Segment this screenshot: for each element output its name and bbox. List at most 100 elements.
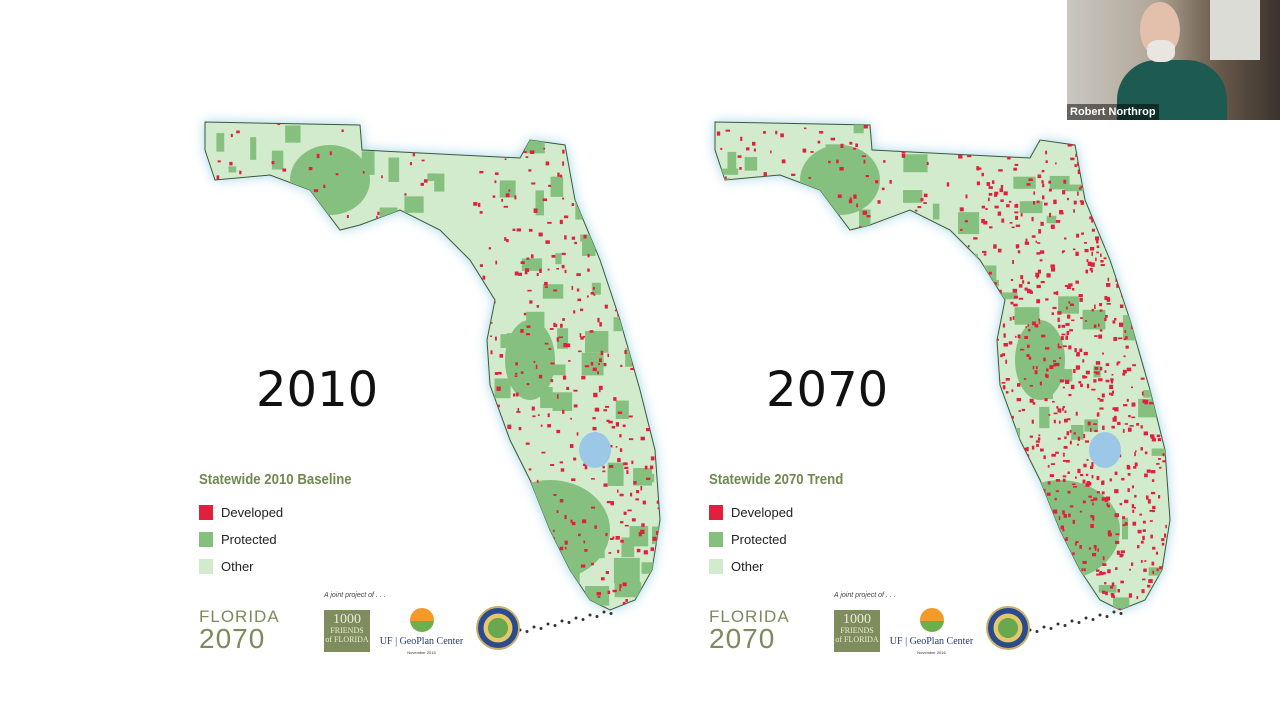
- developed-area: [1089, 246, 1095, 251]
- developed-area: [834, 262, 837, 267]
- developed-area: [1039, 129, 1041, 132]
- developed-area: [1009, 316, 1012, 321]
- developed-area: [515, 461, 520, 464]
- developed-area: [770, 150, 772, 154]
- developed-area: [1117, 589, 1121, 593]
- developed-area: [1169, 595, 1170, 599]
- developed-area: [501, 198, 504, 202]
- developed-area: [526, 383, 530, 386]
- developed-area: [1110, 392, 1114, 396]
- developed-area: [802, 497, 806, 502]
- developed-area: [705, 328, 707, 332]
- protected-area: [447, 340, 471, 358]
- developed-area: [1027, 281, 1030, 285]
- developed-area: [396, 445, 401, 448]
- developed-area: [1077, 468, 1081, 474]
- developed-area: [1165, 408, 1167, 411]
- developed-area: [990, 377, 995, 383]
- developed-area: [1024, 559, 1028, 564]
- developed-area: [429, 332, 433, 337]
- developed-area: [1046, 368, 1049, 372]
- developed-area: [487, 496, 490, 499]
- developed-area: [753, 371, 756, 375]
- developed-area: [764, 450, 768, 454]
- developed-area: [475, 571, 479, 575]
- developed-area: [1144, 229, 1147, 233]
- developed-area: [622, 424, 626, 428]
- protected-area: [211, 428, 223, 447]
- developed-area: [1159, 193, 1163, 197]
- developed-area: [547, 413, 550, 418]
- developed-area: [918, 264, 923, 267]
- developed-area: [483, 298, 485, 301]
- developed-area: [711, 313, 713, 316]
- developed-area: [919, 548, 923, 553]
- developed-area: [1116, 550, 1120, 555]
- developed-area: [542, 198, 548, 202]
- developed-area: [584, 465, 588, 470]
- developed-area: [476, 493, 480, 496]
- developed-area: [298, 435, 302, 440]
- developed-area: [752, 406, 755, 410]
- developed-area: [455, 432, 459, 436]
- developed-area: [388, 492, 394, 495]
- developed-area: [917, 328, 922, 332]
- developed-area: [619, 448, 623, 452]
- developed-area: [1153, 624, 1157, 626]
- developed-area: [1013, 554, 1015, 559]
- developed-area: [1142, 529, 1146, 532]
- developed-area: [1029, 527, 1033, 532]
- protected-area: [815, 541, 830, 554]
- developed-area: [655, 353, 660, 358]
- developed-area: [606, 500, 611, 504]
- developed-area: [1162, 378, 1166, 382]
- developed-area: [920, 317, 924, 319]
- developed-area: [916, 367, 920, 370]
- developed-area: [994, 194, 998, 197]
- developed-area: [955, 145, 959, 149]
- developed-area: [287, 495, 291, 499]
- developed-area: [479, 264, 483, 267]
- developed-area: [512, 393, 516, 397]
- developed-area: [1045, 160, 1048, 164]
- developed-area: [1067, 418, 1071, 421]
- developed-area: [1062, 250, 1066, 253]
- developed-area: [915, 436, 919, 439]
- developed-area: [1165, 327, 1168, 330]
- protected-area: [1098, 585, 1117, 593]
- developed-area: [1078, 294, 1083, 298]
- developed-area: [1091, 475, 1094, 479]
- protected-area: [609, 250, 630, 266]
- developed-area: [537, 414, 540, 416]
- developed-area: [226, 427, 228, 432]
- protected-area: [539, 569, 563, 596]
- developed-area: [1092, 216, 1097, 219]
- participant-video-tile[interactable]: Robert Northrop: [1067, 0, 1280, 120]
- developed-area: [1034, 324, 1039, 328]
- developed-area: [264, 263, 267, 267]
- logo-text: FRIENDS: [840, 626, 874, 636]
- developed-area: [436, 236, 441, 240]
- developed-area: [524, 270, 528, 275]
- developed-area: [1093, 544, 1097, 549]
- developed-area: [1124, 616, 1126, 620]
- developed-area: [1063, 418, 1068, 423]
- developed-area: [1096, 620, 1099, 624]
- developed-area: [1122, 523, 1125, 527]
- developed-area: [654, 274, 659, 277]
- developed-area: [1095, 236, 1100, 241]
- developed-area: [1124, 499, 1129, 504]
- developed-area: [1011, 389, 1014, 393]
- developed-area: [1127, 488, 1130, 493]
- developed-area: [741, 243, 745, 246]
- developed-area: [1009, 479, 1014, 484]
- developed-area: [1084, 440, 1090, 443]
- protected-area: [226, 111, 244, 122]
- developed-area: [992, 462, 997, 467]
- developed-area: [612, 589, 617, 593]
- protected-area: [360, 289, 371, 309]
- developed-area: [465, 416, 471, 420]
- developed-area: [820, 295, 823, 299]
- developed-area: [765, 208, 769, 212]
- developed-area: [1105, 379, 1110, 383]
